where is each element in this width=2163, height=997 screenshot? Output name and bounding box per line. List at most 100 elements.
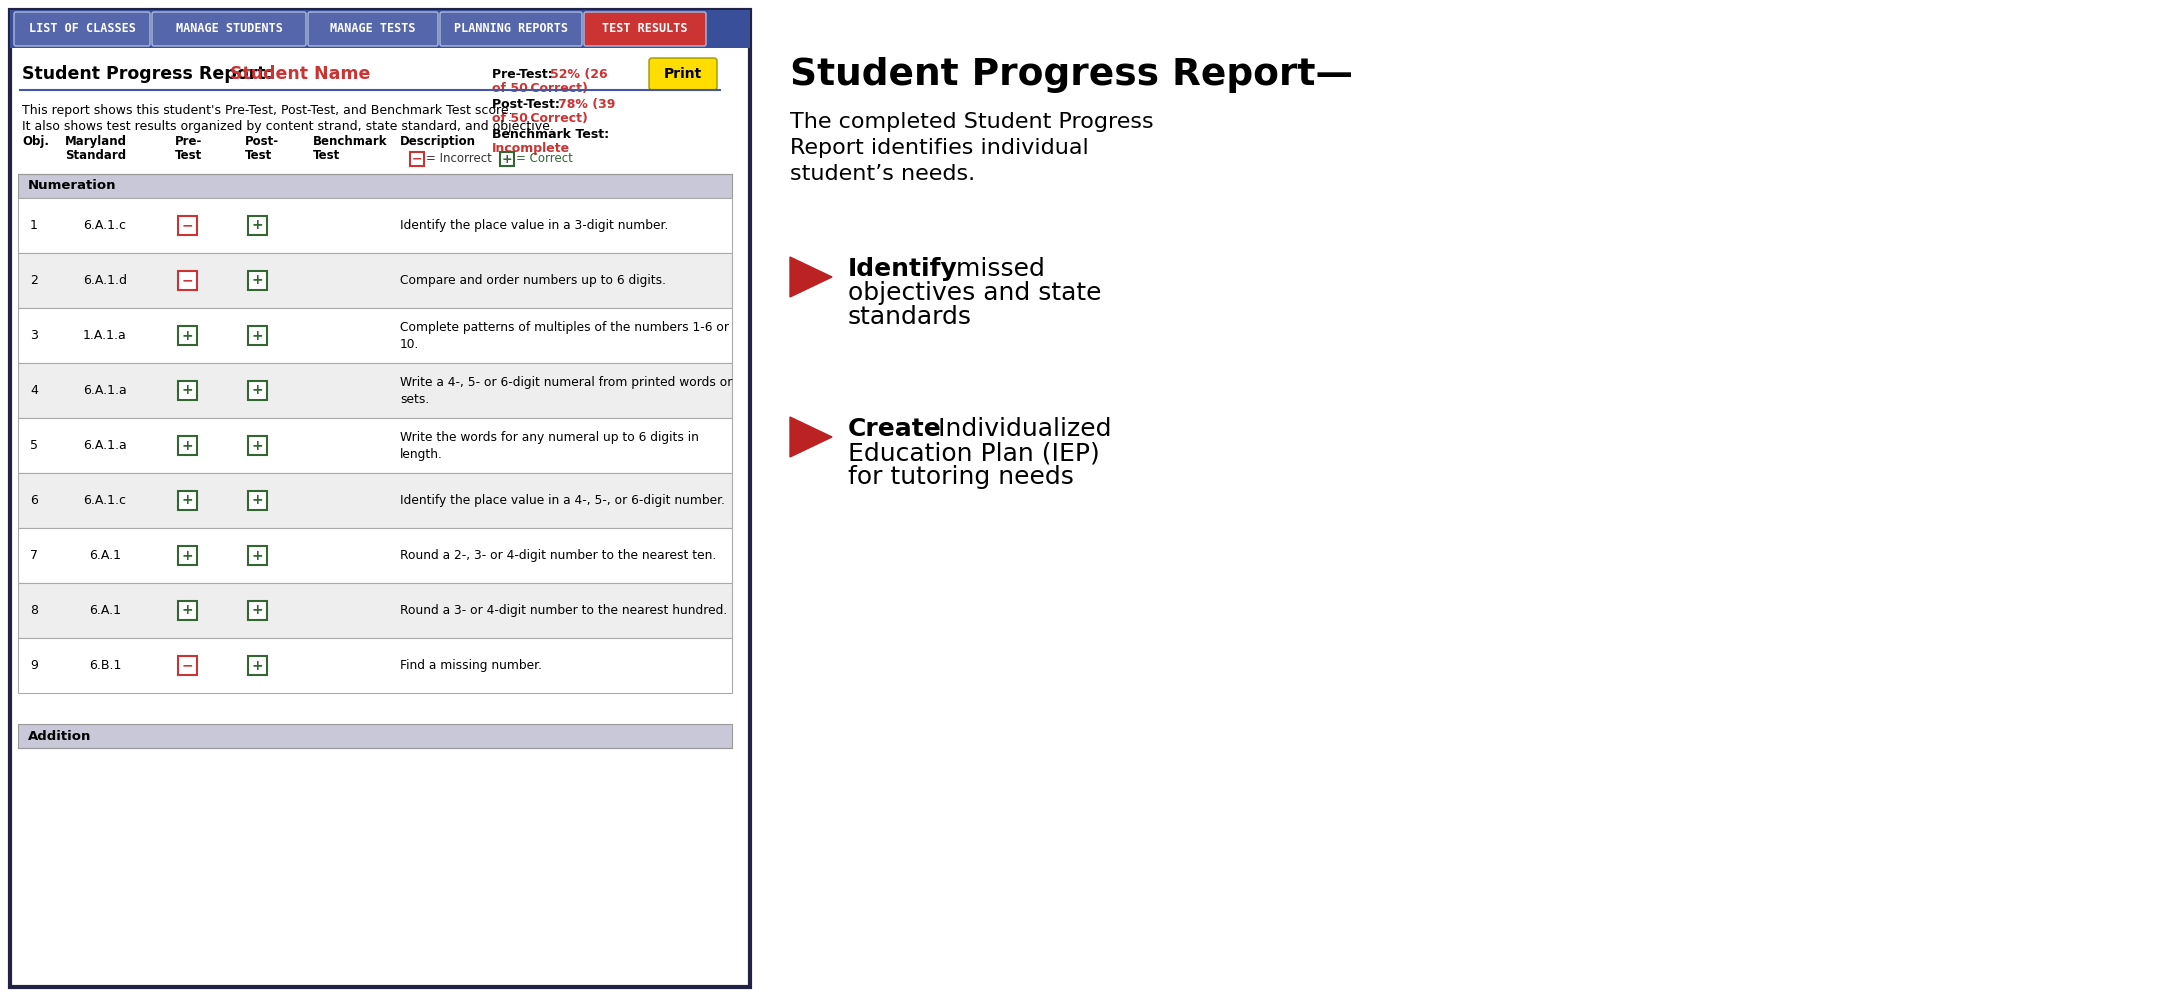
Text: Compare and order numbers up to 6 digits.: Compare and order numbers up to 6 digits… [400, 274, 666, 287]
FancyBboxPatch shape [247, 216, 266, 235]
Text: 78% (39: 78% (39 [558, 98, 616, 111]
Bar [17, 174, 731, 198]
Text: Complete patterns of multiples of the numbers 1-6 or: Complete patterns of multiples of the nu… [400, 321, 729, 334]
Text: +: + [182, 494, 193, 507]
Text: Benchmark Test:: Benchmark Test: [491, 128, 610, 141]
FancyBboxPatch shape [307, 12, 437, 46]
FancyBboxPatch shape [177, 271, 197, 290]
Bar [17, 198, 731, 253]
Text: standards: standards [848, 305, 971, 329]
Text: −: − [411, 153, 422, 166]
FancyBboxPatch shape [177, 436, 197, 455]
FancyBboxPatch shape [500, 153, 513, 166]
Text: Test: Test [314, 149, 340, 162]
Text: of 50 Correct): of 50 Correct) [491, 82, 588, 95]
Text: LIST OF CLASSES: LIST OF CLASSES [28, 23, 136, 36]
Text: It also shows test results organized by content strand, state standard, and obje: It also shows test results organized by … [22, 120, 554, 133]
FancyBboxPatch shape [439, 12, 582, 46]
Text: PLANNING REPORTS: PLANNING REPORTS [454, 23, 569, 36]
Text: +: + [182, 384, 193, 398]
FancyBboxPatch shape [151, 12, 305, 46]
Text: Test: Test [244, 149, 273, 162]
Bar [17, 363, 731, 418]
Bar [17, 253, 731, 308]
Text: student’s needs.: student’s needs. [789, 164, 976, 184]
Text: Obj.: Obj. [22, 135, 50, 148]
Text: Post-Test:: Post-Test: [491, 98, 565, 111]
Text: MANAGE TESTS: MANAGE TESTS [331, 23, 415, 36]
Text: objectives and state: objectives and state [848, 281, 1101, 305]
Text: 4: 4 [30, 384, 39, 397]
Text: 6.A.1: 6.A.1 [89, 549, 121, 562]
Text: 10.: 10. [400, 338, 420, 351]
Bar [17, 528, 731, 583]
Text: 2: 2 [30, 274, 39, 287]
Text: Student Progress Report:: Student Progress Report: [22, 65, 279, 83]
FancyBboxPatch shape [177, 216, 197, 235]
Text: 6.A.1.c: 6.A.1.c [84, 219, 125, 232]
Text: 7: 7 [30, 549, 39, 562]
Text: +: + [251, 603, 264, 617]
Text: 9: 9 [30, 659, 39, 672]
Bar [17, 638, 731, 693]
Text: = Correct: = Correct [517, 153, 573, 166]
Text: length.: length. [400, 448, 443, 461]
FancyBboxPatch shape [177, 326, 197, 345]
Text: +: + [251, 548, 264, 562]
Bar [17, 473, 731, 528]
Text: Addition: Addition [28, 730, 91, 743]
Text: Maryland: Maryland [65, 135, 128, 148]
Text: Identify the place value in a 4-, 5-, or 6-digit number.: Identify the place value in a 4-, 5-, or… [400, 494, 725, 507]
Bar [17, 308, 731, 363]
FancyBboxPatch shape [247, 491, 266, 510]
Text: +: + [251, 384, 264, 398]
Text: Student Name: Student Name [229, 65, 370, 83]
Bar [11, 10, 751, 48]
Text: −: − [182, 273, 193, 287]
Text: Round a 3- or 4-digit number to the nearest hundred.: Round a 3- or 4-digit number to the near… [400, 604, 727, 617]
Text: 3: 3 [30, 329, 39, 342]
Text: +: + [251, 494, 264, 507]
Text: 1.A.1.a: 1.A.1.a [82, 329, 128, 342]
Text: Education Plan (IEP): Education Plan (IEP) [848, 441, 1099, 465]
Polygon shape [789, 417, 833, 457]
Text: 8: 8 [30, 604, 39, 617]
Polygon shape [789, 257, 833, 297]
Text: Write the words for any numeral up to 6 digits in: Write the words for any numeral up to 6 … [400, 431, 699, 444]
FancyBboxPatch shape [177, 601, 197, 620]
Text: Identify: Identify [848, 257, 958, 281]
Text: Incomplete: Incomplete [491, 142, 571, 155]
FancyBboxPatch shape [177, 546, 197, 565]
FancyBboxPatch shape [584, 12, 705, 46]
Text: TEST RESULTS: TEST RESULTS [601, 23, 688, 36]
FancyBboxPatch shape [247, 381, 266, 400]
Text: 6.A.1.c: 6.A.1.c [84, 494, 125, 507]
Text: Pre-Test:: Pre-Test: [491, 68, 558, 81]
FancyBboxPatch shape [177, 656, 197, 675]
Text: Report identifies individual: Report identifies individual [789, 138, 1088, 158]
Text: +: + [251, 439, 264, 453]
Bar [11, 10, 751, 987]
Text: +: + [502, 153, 513, 166]
FancyBboxPatch shape [247, 326, 266, 345]
Text: −: − [182, 658, 193, 673]
FancyBboxPatch shape [247, 436, 266, 455]
Text: Individualized: Individualized [930, 417, 1112, 441]
Text: Benchmark: Benchmark [314, 135, 387, 148]
Text: 52% (26: 52% (26 [549, 68, 608, 81]
FancyBboxPatch shape [177, 381, 197, 400]
Text: MANAGE STUDENTS: MANAGE STUDENTS [175, 23, 283, 36]
Text: +: + [182, 603, 193, 617]
Text: +: + [251, 218, 264, 232]
Text: Create: Create [848, 417, 941, 441]
FancyBboxPatch shape [247, 656, 266, 675]
Text: +: + [251, 658, 264, 673]
Text: +: + [251, 328, 264, 343]
Bar [17, 583, 731, 638]
FancyBboxPatch shape [247, 601, 266, 620]
Text: Post-: Post- [244, 135, 279, 148]
FancyBboxPatch shape [409, 153, 424, 166]
Text: = Incorrect: = Incorrect [426, 153, 491, 166]
Text: Test: Test [175, 149, 203, 162]
Text: 6.A.1: 6.A.1 [89, 604, 121, 617]
